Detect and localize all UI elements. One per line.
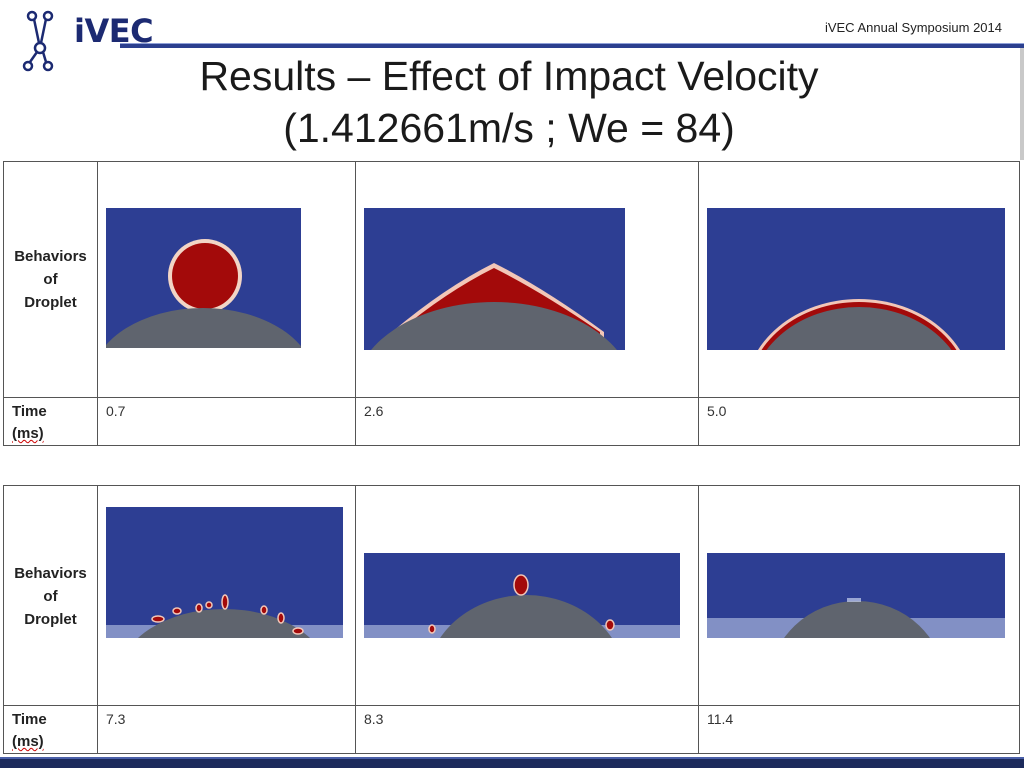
behavior-row: Behaviors of Droplet <box>3 485 1020 706</box>
sim-cell-11-4ms <box>698 485 1020 706</box>
sim-cell-8-3ms <box>355 485 699 706</box>
time-row: Time (ms) 7.3 8.3 11.4 <box>3 705 1020 754</box>
behavior-label-line: of <box>43 271 58 288</box>
time-unit-label: (ms) <box>12 733 44 750</box>
slide-title-line2: (1.412661m/s ; We = 84) <box>283 105 735 151</box>
time-label-cell: Time (ms) <box>3 397 98 446</box>
time-value: 7.3 <box>97 705 356 754</box>
time-row: Time (ms) 0.7 2.6 5.0 <box>3 397 1020 446</box>
behavior-label-line: Behaviors <box>14 248 87 265</box>
results-table-1: Behaviors of Droplet <box>3 161 1020 446</box>
droplet-sim-image <box>364 553 680 638</box>
time-label: Time <box>12 711 47 728</box>
behavior-label-line: of <box>43 588 58 605</box>
behavior-label-line: Droplet <box>24 611 77 628</box>
right-edge-rule <box>1020 48 1024 160</box>
time-unit-label: (ms) <box>12 425 44 442</box>
time-label: Time <box>12 403 47 420</box>
time-value: 8.3 <box>355 705 699 754</box>
behavior-label-cell: Behaviors of Droplet <box>3 485 98 706</box>
sim-cell-2-6ms <box>355 161 699 398</box>
sim-cell-7-3ms <box>97 485 356 706</box>
droplet-sim-image <box>106 208 301 348</box>
behavior-label-line: Behaviors <box>14 565 87 582</box>
header-rule <box>120 43 1024 48</box>
droplet-sim-image <box>364 208 625 350</box>
behavior-row: Behaviors of Droplet <box>3 161 1020 398</box>
time-value: 5.0 <box>698 397 1020 446</box>
time-label-cell: Time (ms) <box>3 705 98 754</box>
sim-cell-5-0ms <box>698 161 1020 398</box>
droplet-sim-image <box>707 208 1005 350</box>
slide-title-line1: Results – Effect of Impact Velocity <box>199 53 819 99</box>
droplet-sim-image <box>106 507 343 638</box>
symposium-label: iVEC Annual Symposium 2014 <box>824 20 1002 35</box>
time-value: 2.6 <box>355 397 699 446</box>
molecule-icon <box>22 10 54 72</box>
behavior-label-line: Droplet <box>24 294 77 311</box>
time-value: 0.7 <box>97 397 356 446</box>
footer-bar <box>0 757 1024 768</box>
sim-cell-0-7ms <box>97 161 356 398</box>
time-value: 11.4 <box>698 705 1020 754</box>
droplet-sim-image <box>707 553 1005 638</box>
behavior-label-cell: Behaviors of Droplet <box>3 161 98 398</box>
results-table-2: Behaviors of Droplet <box>3 485 1020 754</box>
slide-header: iVEC iVEC Annual Symposium 2014 Results … <box>0 0 1024 160</box>
